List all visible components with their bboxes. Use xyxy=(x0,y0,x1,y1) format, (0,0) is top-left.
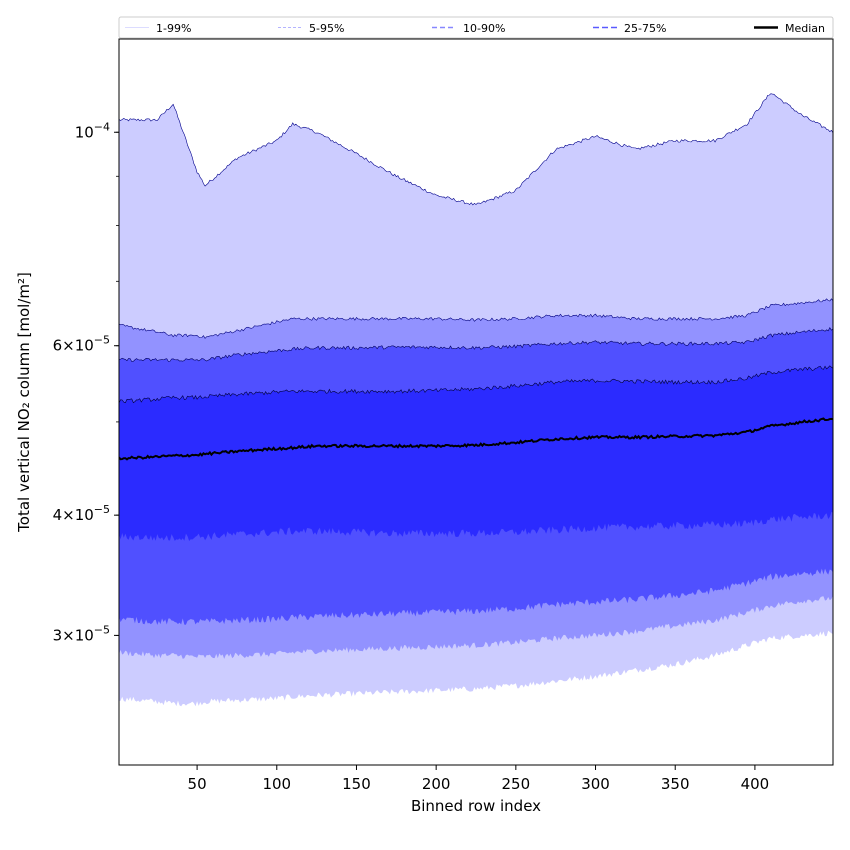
legend-label: Median xyxy=(785,22,825,35)
median-line xyxy=(119,417,833,461)
x-tick-label: 250 xyxy=(502,775,531,793)
x-tick-label: 100 xyxy=(262,775,291,793)
legend: 1-99% 5-95% 10-90% 25-75% Median xyxy=(118,16,834,39)
axes: 50 100 150 200 250 300 350 400 3×10−5 4×10−5 6×10−… xyxy=(53,38,834,793)
x-tick-label: 150 xyxy=(342,775,371,793)
legend-label: 25-75% xyxy=(624,22,666,35)
band-upper-line-5-95% xyxy=(119,298,833,339)
band-upper-line-10-90% xyxy=(119,327,833,362)
x-tick-label: 200 xyxy=(422,775,451,793)
legend-label: 10-90% xyxy=(463,22,505,35)
y-tick-label: 4×10−5 xyxy=(53,503,110,524)
x-tick-label: 300 xyxy=(581,775,610,793)
x-tick-label: 350 xyxy=(661,775,690,793)
y-tick-label: 10−4 xyxy=(75,120,110,141)
legend-box xyxy=(118,16,834,39)
y-tick-label: 3×10−5 xyxy=(53,623,110,644)
x-axis-label: Binned row index xyxy=(411,797,541,815)
legend-label: 1-99% xyxy=(156,22,191,35)
legend-label: 5-95% xyxy=(309,22,344,35)
plot-area xyxy=(119,93,833,707)
band-25-75% xyxy=(119,365,833,541)
axes-frame xyxy=(118,38,834,766)
y-axis-label: Total vertical NO₂ column [mol/m²] xyxy=(15,272,33,533)
y-tick-label: 6×10−5 xyxy=(53,334,110,355)
band-upper-line-1-99% xyxy=(119,93,833,206)
x-tick-label: 400 xyxy=(741,775,770,793)
x-tick-label: 50 xyxy=(188,775,207,793)
band-upper-line-25-75% xyxy=(119,365,833,404)
